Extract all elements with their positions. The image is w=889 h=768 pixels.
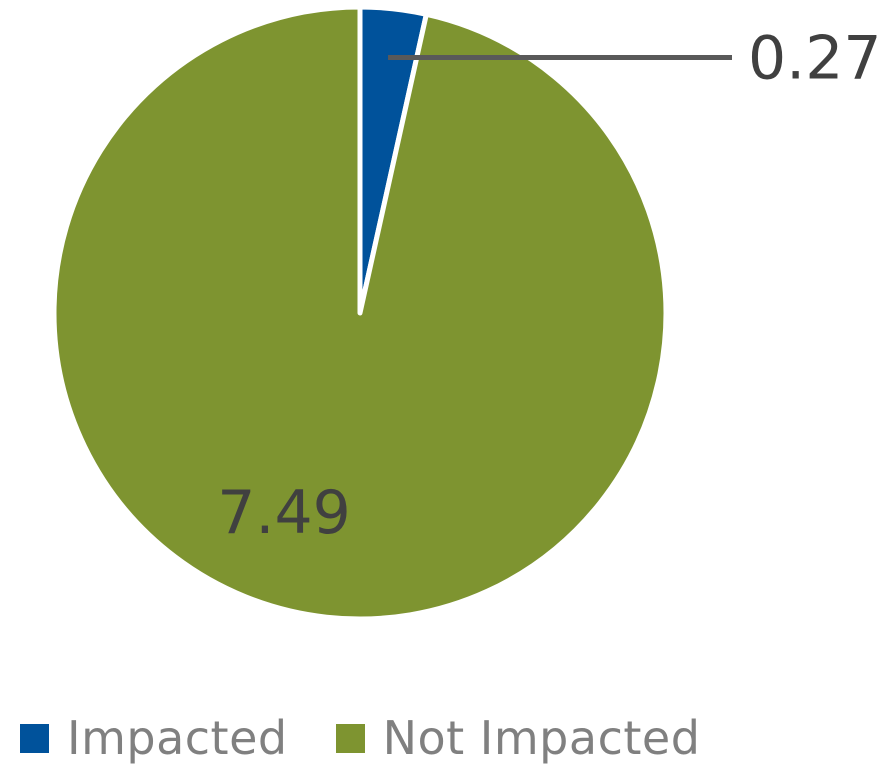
legend-label-not-impacted: Not Impacted: [382, 711, 701, 765]
legend: Impacted Not Impacted: [20, 708, 700, 768]
legend-label-impacted: Impacted: [67, 711, 288, 765]
legend-swatch-not-impacted: [335, 723, 365, 753]
data-label-not-impacted: 7.49: [217, 478, 351, 548]
legend-item-impacted: Impacted: [20, 715, 288, 761]
data-label-impacted: 0.27: [748, 23, 882, 93]
pie-slices: [51, 4, 669, 622]
pie-slice-not-impacted: [51, 4, 669, 622]
legend-item-not-impacted: Not Impacted: [335, 711, 701, 765]
legend-swatch-impacted: [20, 723, 49, 753]
